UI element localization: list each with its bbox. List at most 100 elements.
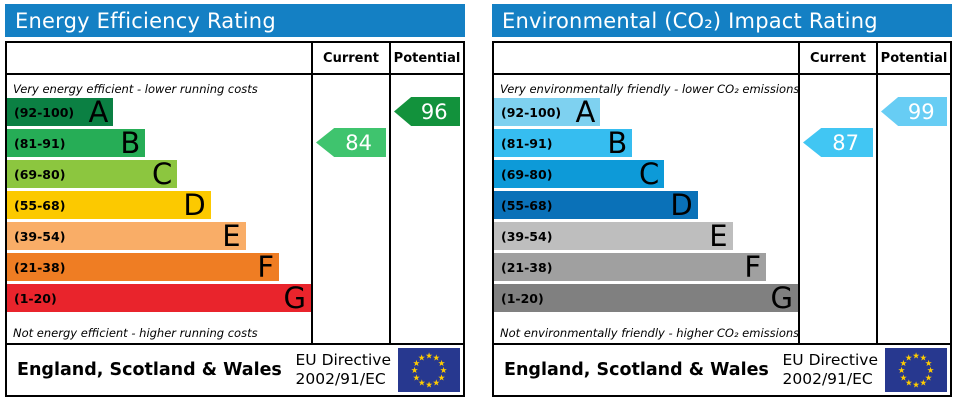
svg-text:★: ★ [900,373,908,383]
band-row: (69-80) C [494,157,798,191]
svg-text:★: ★ [925,373,933,383]
energy-panel-title: Energy Efficiency Rating [5,4,465,37]
energy-band-bar-d: (55-68) D [7,188,211,222]
band-row: (21-38) F [494,253,798,282]
band-row: (21-38) F [7,250,311,284]
co2-bottom-note: Not environmentally friendly - higher CO… [500,326,798,340]
energy-band-bar-c: (69-80) C [7,157,178,191]
band-row: (39-54) E [7,222,311,251]
region-label: England, Scotland & Wales [504,360,769,380]
eu-directive-text: EU Directive 2002/91/EC [295,351,392,388]
band-row: (92-100) A [7,95,311,129]
band-range-label: (39-54) [14,228,66,244]
band-range-label: (39-54) [501,228,553,244]
svg-text:★: ★ [905,379,913,389]
band-letter: D [670,188,693,222]
band-range-label: (55-68) [14,197,66,213]
energy-band-bar-b: (81-91) B [7,126,146,160]
co2-band-bar-a: (92-100) A [494,95,601,129]
eu-flag-icon: ★ ★★★★★★★★★★★ [885,348,947,392]
energy-header-blank [7,43,311,75]
eu-directive-text: EU Directive 2002/91/EC [782,351,879,388]
energy-band-bar-f: (21-38) F [7,250,280,284]
svg-text:★: ★ [898,366,906,376]
region-label: England, Scotland & Wales [17,360,282,380]
svg-text:★: ★ [438,373,446,383]
band-letter: G [770,281,793,315]
energy-band-bar-e: (39-54) E [7,222,246,251]
svg-text:★: ★ [919,379,927,389]
co2-header-blank [494,43,798,75]
svg-text:★: ★ [425,381,433,391]
band-range-label: (92-100) [14,104,75,120]
band-range-label: (81-91) [501,135,553,151]
co2-top-note: Very environmentally friendly - lower CO… [500,82,798,96]
energy-potential-column: 96 [389,75,463,343]
energy-band-bar-g: (1-20) G [7,281,311,315]
svg-text:★: ★ [413,359,421,369]
svg-text:★: ★ [919,353,927,363]
svg-text:★: ★ [905,353,913,363]
co2-band-bar-c: (69-80) C [494,157,665,191]
co2-panel-title: Environmental (CO₂) Impact Rating [492,4,952,37]
svg-text:★: ★ [438,359,446,369]
energy-current-column: 84 [311,75,389,343]
svg-text:★: ★ [440,366,448,376]
co2-impact-panel: Environmental (CO₂) Impact Rating Curren… [492,4,952,397]
energy-current-column-header: Current [311,43,389,75]
svg-text:★: ★ [418,379,426,389]
co2-rating-table: Current Potential Very environmentally f… [492,41,952,345]
svg-text:★: ★ [425,352,433,362]
co2-potential-column: 99 [876,75,950,343]
band-row: (81-91) B [7,126,311,160]
svg-text:★: ★ [927,366,935,376]
energy-rating-table: Current Potential Very energy efficient … [5,41,465,345]
co2-current-column-header: Current [798,43,876,75]
svg-text:★: ★ [418,353,426,363]
energy-band-bar-a: (92-100) A [7,95,114,129]
band-letter: C [638,157,660,191]
svg-text:★: ★ [432,353,440,363]
band-range-label: (21-38) [501,259,553,275]
band-letter: B [607,126,628,160]
band-range-label: (81-91) [14,135,66,151]
energy-bands-area: Very energy efficient - lower running co… [7,75,311,343]
band-row: (1-20) G [494,281,798,315]
band-row: (39-54) E [494,219,798,253]
svg-text:★: ★ [413,373,421,383]
band-letter: B [120,126,141,160]
band-letter: D [183,188,206,222]
energy-current-rating-arrow: 84 [316,128,386,157]
band-row: (69-80) C [7,157,311,191]
co2-band-bar-b: (81-91) B [494,126,633,160]
co2-potential-column-header: Potential [876,43,950,75]
co2-panel-footer: England, Scotland & Wales EU Directive 2… [492,343,952,397]
band-letter: A [88,95,109,129]
band-letter: C [151,157,173,191]
co2-current-rating-arrow: 87 [803,128,873,157]
co2-band-bar-g: (1-20) G [494,281,798,315]
co2-current-column: 87 [798,75,876,343]
svg-text:★: ★ [912,381,920,391]
band-range-label: (69-80) [501,166,553,182]
band-letter: G [283,281,306,315]
band-letter: F [257,250,275,284]
band-row: (55-68) D [7,188,311,222]
band-range-label: (55-68) [501,197,553,213]
eu-flag-icon: ★ ★★★★★★★★★★★ [398,348,460,392]
band-range-label: (92-100) [501,104,562,120]
band-row: (81-91) B [494,126,798,160]
co2-band-bar-d: (55-68) D [494,188,698,222]
band-letter: A [575,95,596,129]
svg-text:★: ★ [411,366,419,376]
co2-band-bar-f: (21-38) F [494,253,767,282]
band-row: (92-100) A [494,95,798,129]
band-letter: E [709,219,728,253]
co2-potential-rating-arrow: 99 [881,97,947,126]
svg-text:★: ★ [900,359,908,369]
band-row: (55-68) D [494,188,798,222]
energy-potential-rating-arrow: 96 [394,97,460,126]
svg-text:★: ★ [912,352,920,362]
energy-panel-footer: England, Scotland & Wales EU Directive 2… [5,343,465,397]
